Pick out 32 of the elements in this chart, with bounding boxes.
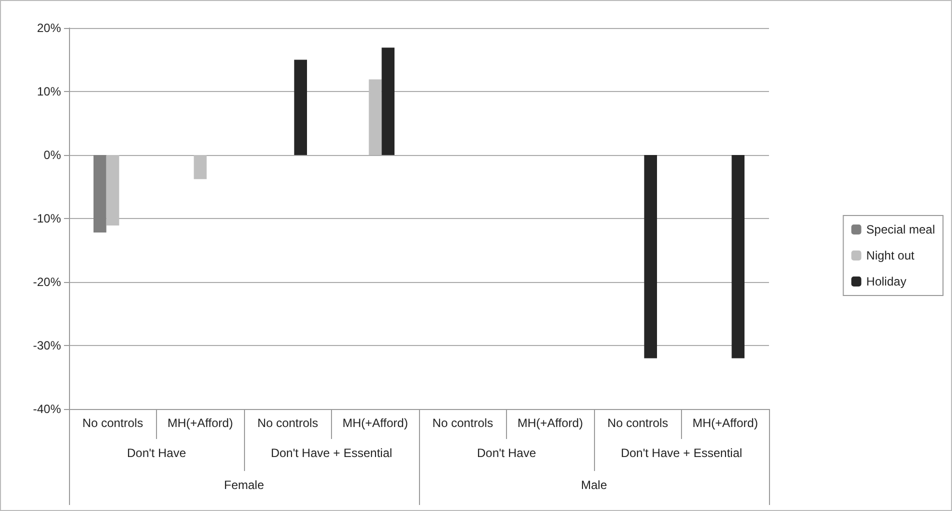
- bar: [732, 155, 744, 358]
- x-tick-label: No controls: [257, 416, 318, 430]
- x-tick-label: MH(+Afford): [168, 416, 233, 430]
- bar: [194, 155, 207, 180]
- x-tick-label: MH(+Afford): [692, 416, 758, 430]
- bar: [368, 79, 382, 155]
- text: Don't Have + Essential: [270, 446, 392, 460]
- y-tick-label: -30%: [32, 338, 62, 352]
- x-tick-label: No controls: [82, 416, 144, 430]
- y-tick-label: 0%: [44, 148, 62, 162]
- y-tick-label: 10%: [36, 84, 62, 98]
- text: Don't Have + Essential: [620, 446, 742, 460]
- y-tick-label: -40%: [32, 402, 62, 416]
- bar: [106, 155, 120, 226]
- bar: [94, 155, 106, 232]
- x-tick-label: No controls: [607, 416, 668, 430]
- y-tick-label: 20%: [36, 21, 62, 35]
- bar: [294, 60, 307, 155]
- legend-label: Special meal: [866, 222, 935, 236]
- bar: [382, 48, 394, 155]
- legend-label: Night out: [866, 248, 915, 262]
- legend-label: Holiday: [866, 274, 906, 288]
- x-tick-label: MH(+Afford): [518, 416, 583, 430]
- x-tick-label: No controls: [432, 416, 494, 430]
- text: Male: [580, 478, 608, 492]
- bar: [644, 155, 657, 358]
- y-tick-label: -20%: [32, 275, 62, 289]
- text: Don't Have: [477, 446, 536, 460]
- text: Female: [224, 478, 264, 492]
- y-tick-label: -10%: [32, 212, 62, 226]
- text: Don't Have: [127, 446, 186, 460]
- x-tick-label: MH(+Afford): [342, 416, 408, 430]
